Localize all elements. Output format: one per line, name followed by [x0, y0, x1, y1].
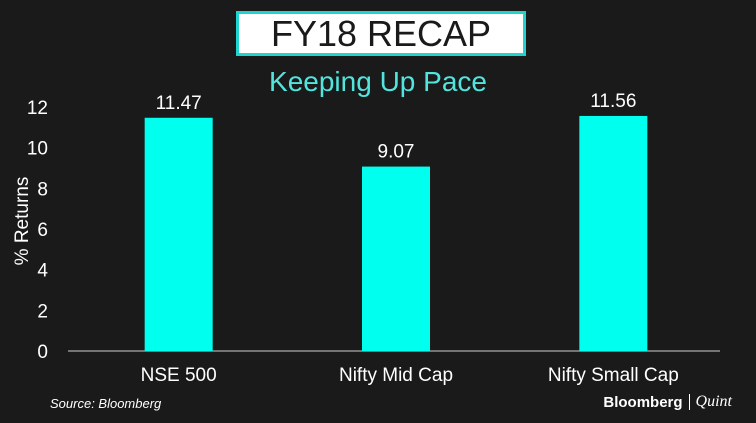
bars-group: 11.47 9.07 11.56 [144, 91, 648, 352]
y-tick-label-2: 4 [37, 261, 48, 282]
y-tick-label-0: 0 [37, 342, 48, 363]
x-tick-label-2: Nifty Small Cap [548, 365, 679, 386]
y-tick-label-4: 8 [37, 179, 48, 200]
y-tick-label-6: 12 [27, 98, 48, 119]
chart-subtitle: Keeping Up Pace [269, 66, 487, 97]
y-axis-ticks: 0 2 4 6 8 10 12 [27, 98, 49, 363]
bar-0 [144, 117, 213, 351]
x-tick-label-1: Nifty Mid Cap [339, 365, 453, 386]
data-label-0: 11.47 [156, 93, 202, 114]
chart-title-box: FY18 RECAP [236, 11, 526, 56]
chart-title: FY18 RECAP [270, 12, 492, 54]
brand-bloomberg: Bloomberg [603, 393, 683, 411]
data-label-2: 11.56 [590, 91, 636, 112]
data-label-1: 9.07 [378, 142, 415, 163]
bar-1 [362, 166, 430, 351]
y-tick-label-5: 10 [27, 139, 48, 160]
y-axis-label: % Returns [12, 176, 33, 266]
y-tick-label-3: 6 [37, 220, 48, 241]
bar-2 [579, 115, 648, 352]
x-tick-label-0: NSE 500 [141, 365, 217, 386]
brand-quint: Quint [695, 393, 732, 410]
brand-logo: Bloomberg Quint [603, 393, 732, 411]
y-tick-label-1: 2 [37, 301, 48, 322]
source-note: Source: Bloomberg [50, 396, 162, 411]
x-axis-ticks: NSE 500 Nifty Mid Cap Nifty Small Cap [141, 365, 679, 386]
brand-separator [688, 394, 690, 410]
